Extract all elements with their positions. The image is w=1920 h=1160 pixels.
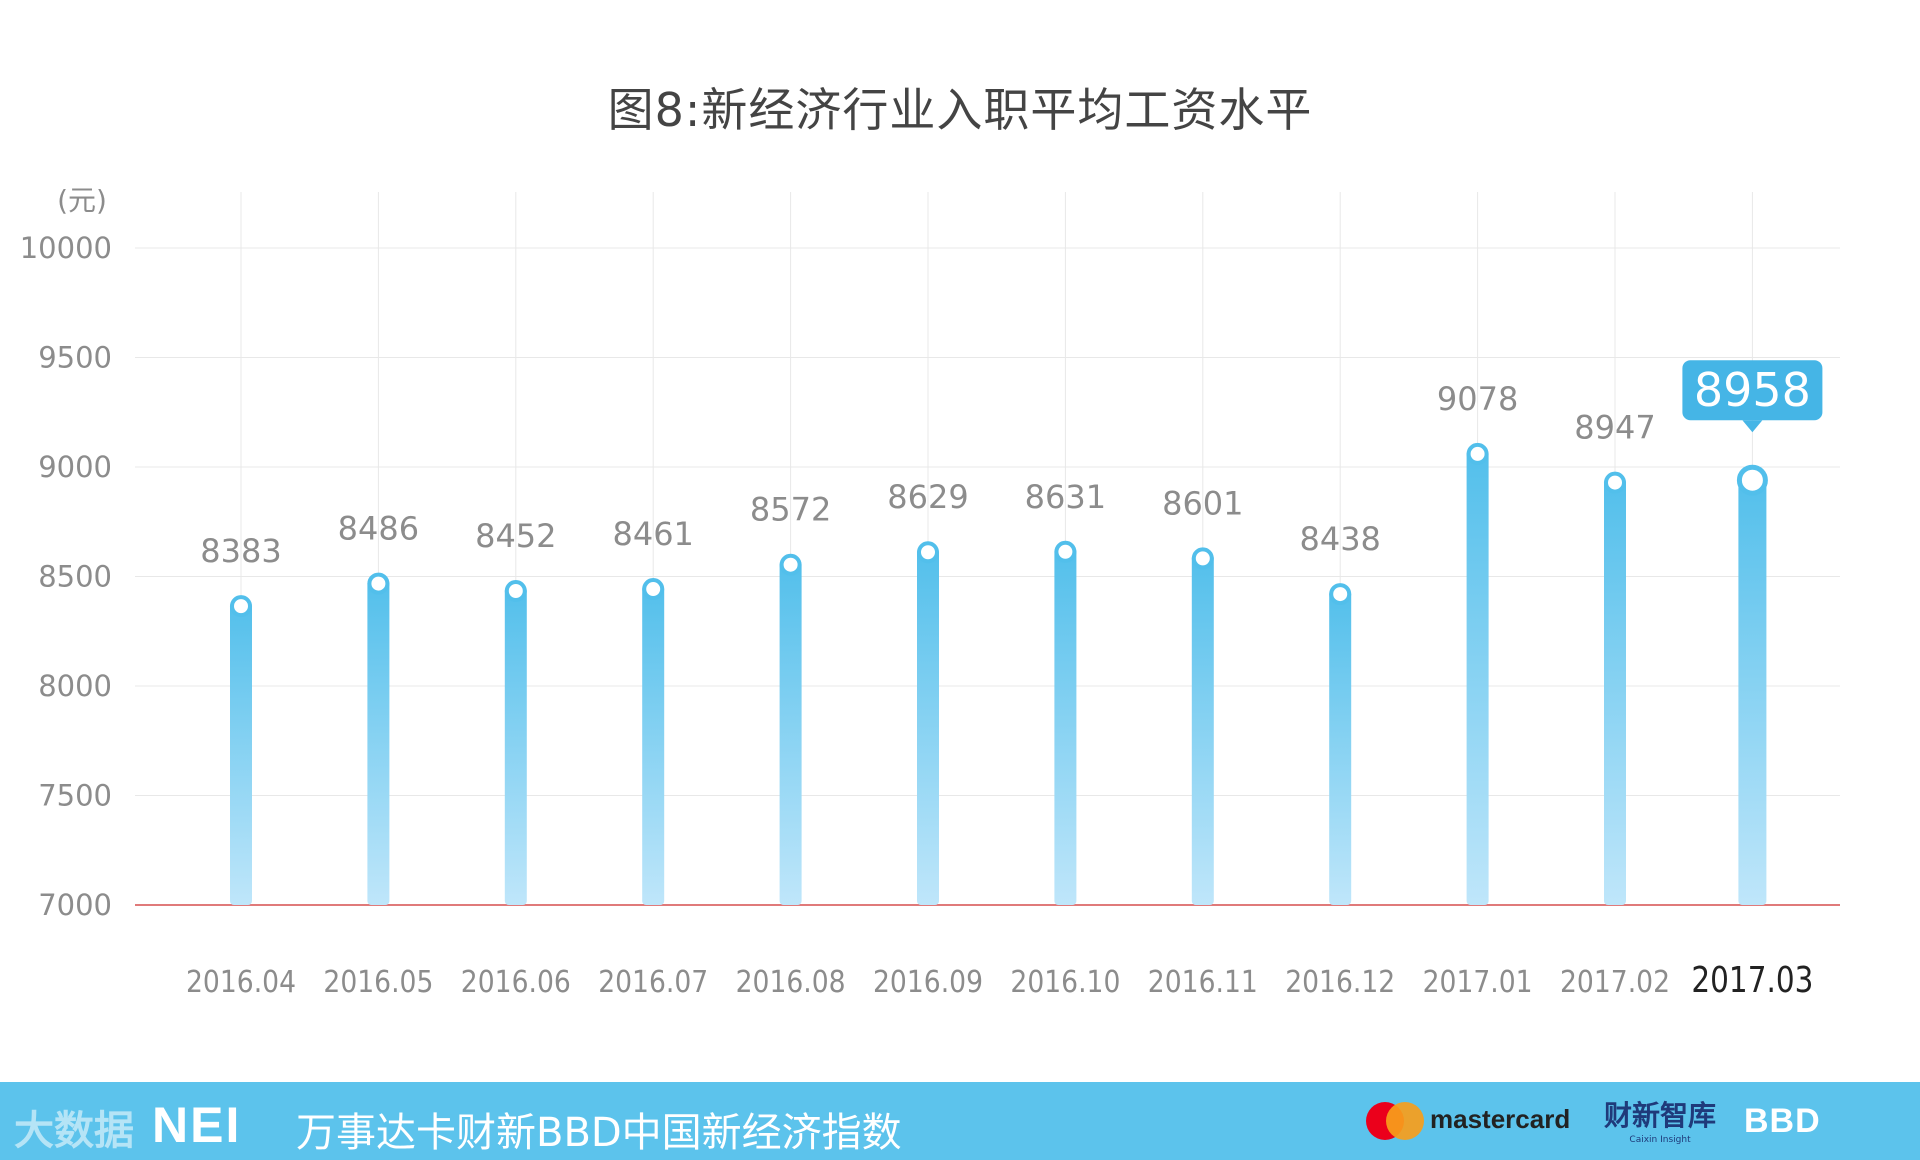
data-label: 9078 [1437, 380, 1518, 418]
bar-point [1604, 471, 1626, 494]
caixin-logo: 财新智库 Caixin Insight [1604, 1094, 1716, 1145]
data-label: 8601 [1162, 484, 1243, 522]
mastercard-logo-icon [1366, 1102, 1424, 1140]
data-label: 8958 [1694, 363, 1811, 417]
y-axis-unit: (元) [57, 184, 107, 217]
x-tick-label: 2016.12 [1285, 965, 1395, 1000]
y-tick-label: 8500 [38, 560, 112, 594]
y-tick-label: 10000 [20, 231, 112, 265]
data-label: 8486 [338, 510, 419, 548]
x-tick-label: 2016.11 [1148, 965, 1258, 1000]
bar [779, 560, 802, 905]
bar-point [1054, 540, 1077, 563]
bar-point [1329, 583, 1352, 606]
data-label: 8452 [475, 517, 556, 555]
chart-title: 图8:新经济行业入职平均工资水平 [607, 83, 1313, 137]
data-label: 8631 [1025, 478, 1106, 516]
x-tick-label: 2016.10 [1010, 965, 1120, 1000]
caixin-cn: 财新智库 [1604, 1099, 1717, 1132]
x-tick-label: 2016.07 [598, 965, 708, 1000]
bar-point [779, 553, 802, 576]
data-label: 8383 [200, 532, 281, 570]
grid-layer [135, 192, 1840, 906]
bar [1329, 590, 1352, 905]
x-tick-label: 2017.01 [1423, 965, 1533, 1000]
y-tick-label: 7000 [38, 888, 112, 922]
y-tick-label: 8000 [38, 669, 112, 703]
nei-logo: NEI [152, 1097, 242, 1153]
bar [1191, 554, 1214, 905]
x-tick-label: 2016.05 [323, 965, 433, 1000]
x-tick-label: 2016.09 [873, 965, 983, 1000]
bar-point [1191, 547, 1214, 570]
x-tick-label: 2016.08 [736, 965, 846, 1000]
bar-layer [230, 442, 1768, 905]
watermark: 大数据 [14, 1108, 134, 1154]
bar [1466, 449, 1489, 905]
bbd-logo: BBD [1744, 1102, 1821, 1140]
bar-point [230, 595, 252, 618]
x-tick-label: 2017.02 [1560, 965, 1670, 1000]
data-label: 8572 [750, 491, 831, 529]
bar [230, 602, 252, 905]
data-label: 8461 [612, 515, 693, 553]
x-tick-label: 2016.04 [186, 965, 296, 1000]
label-layer: (元) 10000 9500 9000 8500 8000 7500 7000 8383 2016… [20, 184, 1823, 1001]
mastercard-wordmark: mastercard [1430, 1104, 1571, 1134]
bar [1604, 478, 1626, 905]
bar-point [1736, 464, 1768, 496]
highlight-box-pointer [1742, 420, 1763, 433]
data-label: 8947 [1574, 409, 1655, 447]
bar [917, 548, 939, 905]
caixin-en: Caixin Insight [1629, 1135, 1691, 1145]
data-label: 8629 [887, 478, 968, 516]
data-label: 8438 [1299, 520, 1380, 558]
bar [1054, 547, 1077, 905]
bar [367, 579, 390, 905]
bar-point [1466, 442, 1489, 465]
chart-plot: (元) 10000 9500 9000 8500 8000 7500 7000 8383 2016… [20, 184, 1840, 1001]
footer-bar: 大数据 NEI 万事达卡财新BBD中国新经济指数 mastercard 财新智库… [0, 1082, 1920, 1160]
bar-point [917, 541, 939, 564]
index-name: 万事达卡财新BBD中国新经济指数 [296, 1110, 902, 1156]
y-tick-label: 9000 [38, 450, 112, 484]
bar-point [367, 572, 390, 595]
bar [1738, 476, 1767, 905]
y-tick-label: 7500 [38, 779, 112, 813]
highlight-box [1682, 360, 1823, 421]
x-tick-label: 2017.03 [1691, 960, 1813, 1001]
x-tick-label: 2016.06 [461, 965, 571, 1000]
y-tick-label: 9500 [38, 341, 112, 375]
bar [642, 585, 665, 905]
bar-point [504, 580, 527, 603]
bar [504, 587, 527, 905]
bar-point [642, 578, 665, 601]
